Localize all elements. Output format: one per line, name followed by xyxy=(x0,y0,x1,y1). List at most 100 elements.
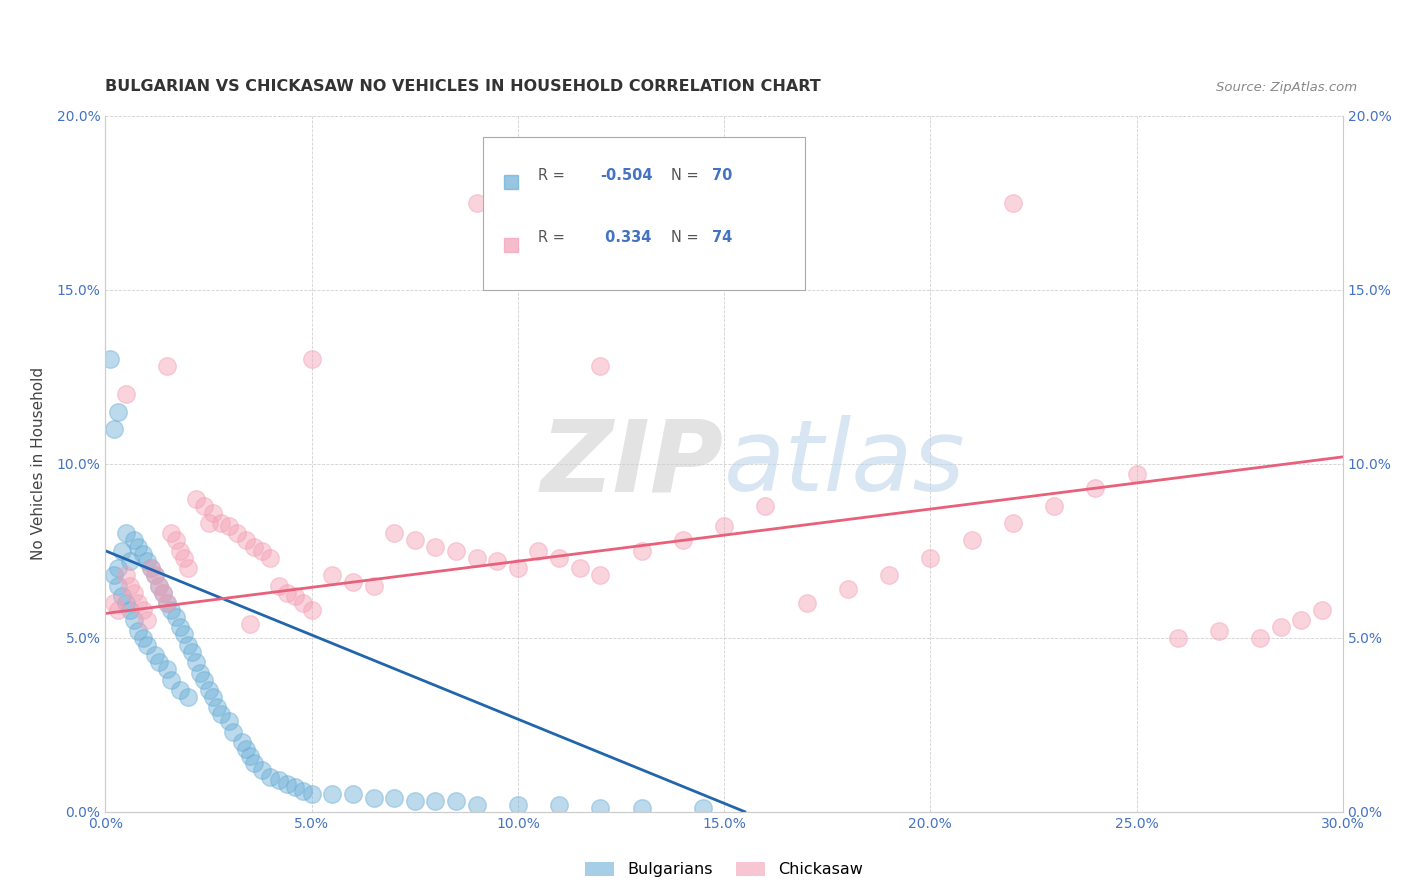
Point xyxy=(568,561,591,575)
Text: -0.504: -0.504 xyxy=(600,168,652,183)
Point xyxy=(173,550,195,565)
Point xyxy=(321,788,343,801)
Point xyxy=(1001,516,1024,530)
Point xyxy=(506,561,529,575)
Text: 0.334: 0.334 xyxy=(600,230,652,245)
Point xyxy=(186,655,208,669)
Point xyxy=(127,624,149,638)
Point xyxy=(465,550,488,565)
Point xyxy=(267,773,290,788)
Point xyxy=(143,568,166,582)
Point xyxy=(127,541,149,555)
Point xyxy=(127,596,149,610)
Point xyxy=(713,519,735,533)
Point xyxy=(276,777,298,791)
Point xyxy=(124,533,146,548)
Point xyxy=(148,578,170,592)
Point xyxy=(342,788,364,801)
Point xyxy=(589,359,612,374)
Point xyxy=(111,543,134,558)
Point xyxy=(301,352,323,367)
Point xyxy=(169,620,191,634)
Point xyxy=(506,797,529,812)
Point xyxy=(131,631,153,645)
Point xyxy=(193,499,215,513)
Point xyxy=(444,794,467,808)
Point xyxy=(152,585,174,599)
Point xyxy=(103,568,125,582)
Point xyxy=(98,352,121,367)
Text: R =: R = xyxy=(538,168,569,183)
Point xyxy=(527,543,550,558)
Point xyxy=(243,756,266,770)
Point xyxy=(115,568,138,582)
Text: N =: N = xyxy=(671,230,699,245)
FancyBboxPatch shape xyxy=(482,136,804,290)
Legend: Bulgarians, Chickasaw: Bulgarians, Chickasaw xyxy=(579,855,869,884)
Text: BULGARIAN VS CHICKASAW NO VEHICLES IN HOUSEHOLD CORRELATION CHART: BULGARIAN VS CHICKASAW NO VEHICLES IN HO… xyxy=(105,78,821,94)
Point xyxy=(169,683,191,698)
Point xyxy=(107,578,129,592)
Text: N =: N = xyxy=(671,168,699,183)
Point xyxy=(231,735,253,749)
Point xyxy=(156,596,179,610)
Point xyxy=(754,499,776,513)
Point xyxy=(107,603,129,617)
Text: atlas: atlas xyxy=(724,416,966,512)
Point xyxy=(120,603,142,617)
Point xyxy=(107,561,129,575)
Point xyxy=(363,790,385,805)
Point xyxy=(115,596,138,610)
Point xyxy=(201,690,224,704)
Text: ZIP: ZIP xyxy=(541,416,724,512)
Point xyxy=(205,700,228,714)
Point xyxy=(148,655,170,669)
Point xyxy=(209,707,232,722)
Point xyxy=(160,673,183,687)
Point xyxy=(124,585,146,599)
Point xyxy=(177,690,200,704)
Point xyxy=(877,568,900,582)
Point xyxy=(160,526,183,541)
Point xyxy=(444,543,467,558)
Point xyxy=(201,506,224,520)
Point xyxy=(259,770,281,784)
Point xyxy=(630,543,652,558)
Point xyxy=(796,596,818,610)
Point xyxy=(115,526,138,541)
Point xyxy=(920,550,942,565)
Point xyxy=(152,585,174,599)
Point xyxy=(226,526,249,541)
Point xyxy=(267,578,290,592)
Point xyxy=(111,589,134,603)
Point xyxy=(222,724,245,739)
Point xyxy=(148,578,170,592)
Point xyxy=(692,801,714,815)
Point xyxy=(173,627,195,641)
Point xyxy=(301,603,323,617)
Point xyxy=(548,550,571,565)
Point xyxy=(156,359,179,374)
Point xyxy=(120,578,142,592)
Point xyxy=(259,550,281,565)
Point xyxy=(425,794,447,808)
Point xyxy=(135,554,157,568)
Point xyxy=(131,603,153,617)
Point xyxy=(1208,624,1230,638)
Point xyxy=(1043,499,1066,513)
Point xyxy=(363,578,385,592)
Point xyxy=(107,405,129,419)
Point xyxy=(1125,467,1147,482)
Point xyxy=(292,596,315,610)
Point xyxy=(115,387,138,401)
Point xyxy=(135,638,157,652)
Point xyxy=(165,610,187,624)
Point xyxy=(321,568,343,582)
Point xyxy=(589,568,612,582)
Point xyxy=(404,794,426,808)
Point xyxy=(250,763,273,777)
Point xyxy=(160,603,183,617)
Point xyxy=(301,788,323,801)
Point xyxy=(1291,614,1313,628)
Point xyxy=(186,491,208,506)
